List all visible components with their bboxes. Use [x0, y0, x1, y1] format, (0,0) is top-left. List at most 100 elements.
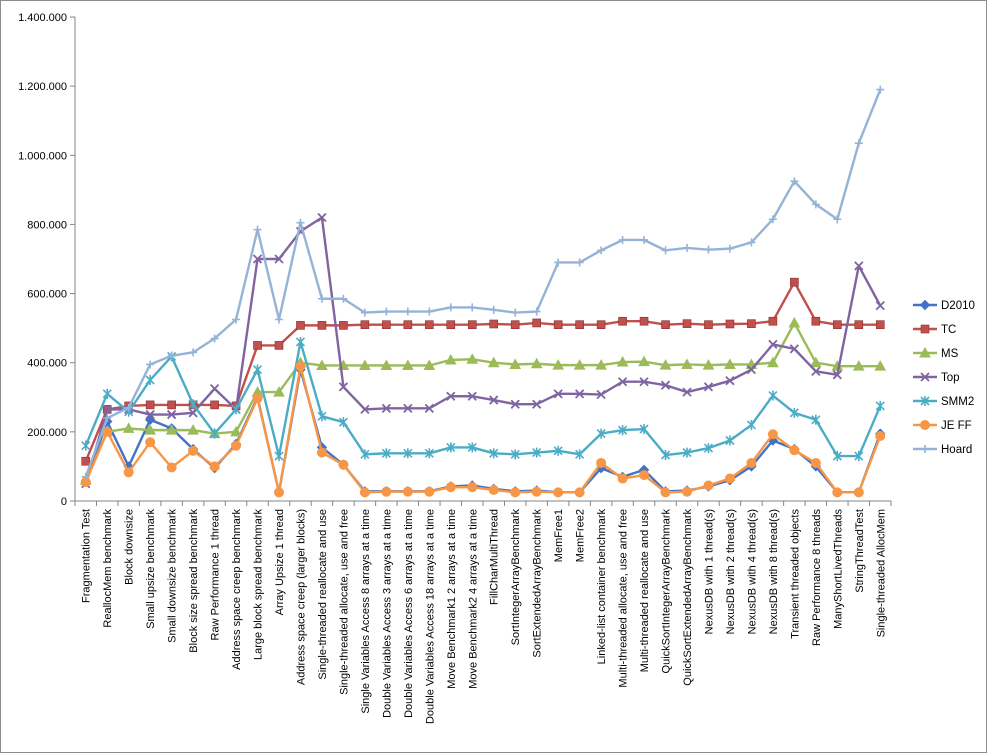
data-point — [189, 348, 198, 357]
data-point — [188, 399, 198, 410]
legend-item: MS — [913, 346, 959, 360]
data-point — [532, 307, 541, 316]
data-point — [144, 424, 157, 435]
data-point — [510, 487, 521, 498]
data-point — [487, 356, 500, 368]
legend: D2010 TC MS Top SMM2 JE FF Hoard — [913, 299, 975, 456]
data-point — [466, 353, 479, 364]
data-point — [103, 414, 112, 423]
data-point — [273, 386, 285, 397]
data-point — [596, 457, 607, 468]
x-tick-label: Single-threaded allocate, use and free — [338, 509, 350, 695]
data-point — [468, 303, 477, 312]
x-axis-ticks: Fragmentation Test ReallocMem benchmark Bl… — [74, 501, 892, 724]
data-point — [102, 388, 112, 399]
x-tick-label: Multi-threaded allocate, use and free — [618, 509, 630, 688]
x-tick-label: Address space creep benchmark — [231, 509, 243, 670]
series-line — [84, 89, 882, 478]
data-point — [875, 400, 885, 411]
legend-label: MS — [941, 348, 959, 360]
data-point — [704, 245, 713, 254]
data-point — [854, 320, 864, 329]
data-point — [833, 215, 842, 224]
data-point — [746, 364, 757, 375]
y-tick-label: 1.200.000 — [18, 81, 67, 93]
data-point — [854, 451, 864, 462]
x-tick-label: FillCharMultiThread — [489, 509, 501, 605]
data-point — [704, 320, 713, 329]
data-point — [747, 319, 756, 328]
data-point — [401, 359, 414, 370]
data-point — [188, 445, 199, 456]
x-tick-label: Single Variables Access 8 arrays at a ti… — [360, 509, 372, 714]
x-tick-label: SortIntegerArrayBenchmark — [510, 509, 522, 646]
data-point — [617, 473, 628, 484]
data-point — [382, 320, 391, 329]
y-tick-label: 800.000 — [27, 219, 67, 231]
series-tc — [81, 277, 885, 466]
legend-marker — [919, 299, 931, 311]
data-point — [640, 235, 649, 244]
data-point — [789, 407, 799, 418]
data-point — [811, 414, 821, 425]
data-point — [467, 320, 477, 329]
data-point — [788, 316, 801, 328]
x-tick-label: ReallocMem benchmark — [102, 509, 114, 628]
data-point — [316, 359, 328, 370]
data-point — [832, 451, 842, 462]
x-tick-label: QuickSortExtendedArrayBenchmark — [682, 509, 694, 686]
data-point — [274, 451, 284, 462]
legend-item: Hoard — [913, 444, 972, 456]
legend-item: D2010 — [913, 299, 975, 312]
data-point — [596, 389, 606, 400]
data-point — [660, 450, 671, 461]
data-point — [339, 321, 348, 330]
data-point — [639, 424, 649, 435]
data-point — [188, 408, 198, 418]
data-point — [532, 447, 542, 458]
data-point — [789, 445, 800, 456]
data-point — [811, 316, 821, 326]
data-point — [446, 442, 456, 453]
data-point — [833, 320, 842, 329]
data-point — [489, 395, 499, 405]
data-point — [660, 380, 671, 390]
data-point — [359, 359, 371, 370]
data-point — [274, 487, 284, 498]
data-point — [145, 400, 155, 410]
data-point — [790, 277, 799, 287]
data-point — [167, 400, 176, 410]
x-tick-label: MemFree1 — [553, 509, 565, 562]
y-tick-label: 0 — [61, 496, 67, 508]
data-point — [703, 382, 714, 392]
data-point — [381, 448, 391, 459]
data-point — [767, 429, 778, 440]
data-point — [768, 316, 778, 326]
series-smm2 — [81, 336, 885, 462]
data-point — [789, 344, 800, 354]
series-hoard — [81, 85, 885, 481]
data-point — [875, 301, 885, 311]
data-point — [575, 258, 584, 267]
data-point — [768, 215, 777, 224]
x-tick-label: Raw Performance 8 threads — [811, 509, 823, 646]
data-point — [574, 487, 585, 498]
data-point — [681, 358, 693, 369]
data-point — [316, 447, 327, 458]
data-point — [102, 404, 112, 415]
data-point — [553, 487, 564, 498]
data-point — [253, 225, 262, 234]
data-point — [552, 359, 565, 370]
series-line — [84, 216, 882, 485]
data-point — [746, 419, 756, 430]
data-point — [724, 358, 736, 369]
data-point — [360, 320, 370, 329]
data-point — [810, 457, 821, 468]
data-point — [639, 377, 649, 387]
x-tick-label: Address space creep (larger blocks) — [295, 509, 307, 685]
data-point — [381, 486, 392, 497]
data-point — [81, 472, 90, 481]
data-point — [81, 456, 91, 466]
data-point — [639, 316, 649, 326]
legend-marker — [920, 324, 930, 334]
